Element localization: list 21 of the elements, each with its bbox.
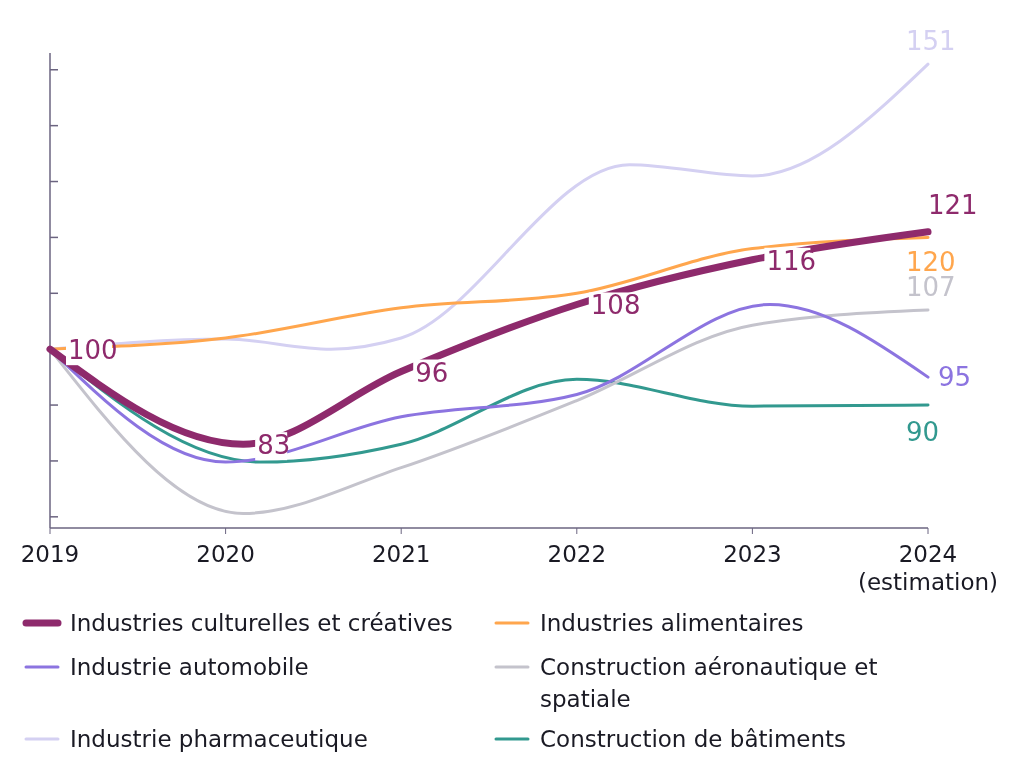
x-tick-label: 2022 (547, 541, 607, 567)
legend-label: Industries culturelles et créatives (70, 610, 453, 636)
data-label: 121 (928, 189, 978, 220)
legend-label: Industries alimentaires (540, 610, 804, 636)
x-tick-label: 2019 (20, 541, 80, 567)
x-tick-label: 2023 (723, 541, 782, 567)
legend-label: Construction de bâtiments (540, 726, 847, 752)
data-label: 100 (68, 335, 118, 366)
x-tick-label: 2021 (371, 541, 431, 567)
data-label: 107 (906, 272, 956, 303)
data-label: 83 (257, 430, 291, 461)
legend-label: Construction aéronautique et spatiale (540, 654, 878, 712)
data-label: 108 (590, 290, 641, 321)
data-label: 96 (415, 357, 449, 388)
legend-label: Industrie automobile (70, 654, 309, 680)
data-label: 116 (766, 245, 817, 276)
data-label: 90 (906, 417, 940, 448)
x-tick-label: 2024 (estimation) (857, 541, 999, 595)
x-tick-label: 2020 (196, 541, 255, 567)
data-label: 95 (938, 362, 972, 393)
legend-label: Industrie pharmaceutique (70, 726, 368, 752)
